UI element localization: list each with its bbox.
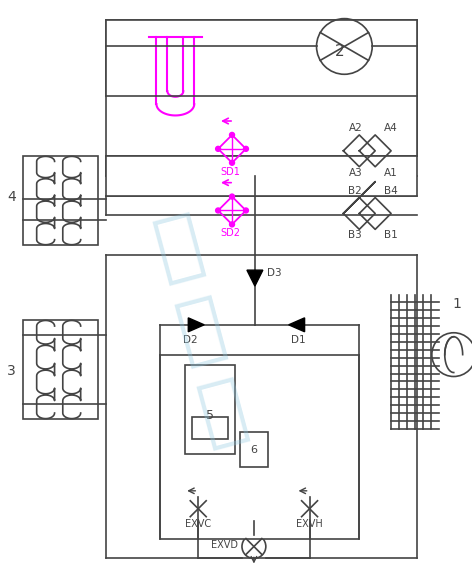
Circle shape (229, 160, 235, 165)
Text: D2: D2 (183, 335, 198, 345)
Text: A3: A3 (349, 168, 362, 178)
Circle shape (229, 194, 235, 199)
Text: B1: B1 (384, 230, 398, 241)
Text: 3: 3 (7, 363, 16, 377)
Circle shape (216, 208, 220, 213)
Text: B3: B3 (349, 230, 362, 241)
Circle shape (244, 208, 248, 213)
Text: D3: D3 (267, 268, 281, 278)
Bar (23, 156, 98, 245)
Circle shape (244, 147, 248, 151)
Text: EXVD: EXVD (211, 540, 238, 551)
Bar (106, 156, 417, 196)
Text: A4: A4 (384, 123, 398, 133)
Text: EXVH: EXVH (296, 519, 323, 529)
Bar (106, 20, 417, 156)
Text: 2: 2 (334, 44, 344, 59)
Bar (192, 417, 228, 439)
Text: A1: A1 (384, 168, 398, 178)
Polygon shape (188, 318, 204, 332)
Text: 4: 4 (7, 190, 16, 204)
Text: SD2: SD2 (220, 228, 240, 238)
Text: B2: B2 (349, 186, 362, 196)
Text: 北
汇
通: 北 汇 通 (146, 206, 254, 454)
Text: D1: D1 (291, 335, 306, 345)
Circle shape (216, 147, 220, 151)
Circle shape (229, 222, 235, 227)
Text: A2: A2 (349, 123, 362, 133)
Circle shape (229, 133, 235, 137)
Text: SD1: SD1 (220, 166, 240, 177)
Bar (23, 320, 98, 419)
Text: 1: 1 (452, 297, 461, 311)
Text: EXVC: EXVC (185, 519, 211, 529)
Text: 6: 6 (250, 445, 257, 455)
Text: B4: B4 (384, 186, 398, 196)
Bar (240, 432, 268, 467)
Bar (185, 364, 235, 454)
Polygon shape (289, 318, 305, 332)
Bar (160, 354, 359, 538)
Polygon shape (247, 270, 263, 286)
Text: 5: 5 (206, 409, 214, 422)
